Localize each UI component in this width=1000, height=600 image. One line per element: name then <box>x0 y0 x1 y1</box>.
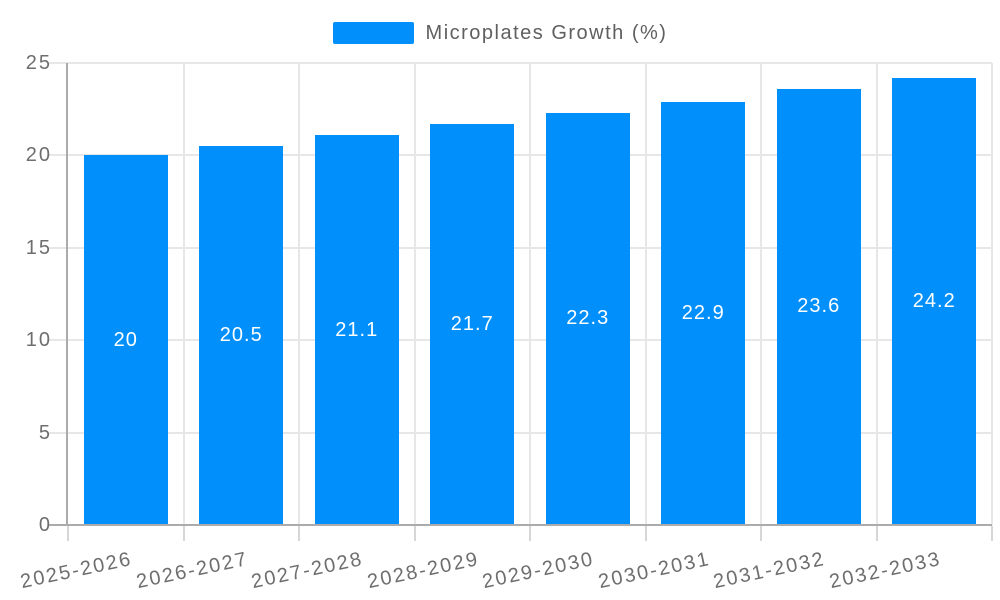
x-axis-tick <box>413 526 416 541</box>
gridline-vertical <box>182 63 185 525</box>
bar[interactable] <box>314 135 399 524</box>
gridline-vertical <box>298 63 300 525</box>
y-axis-tick-label: 15 <box>25 236 52 259</box>
y-axis-tick-label: 25 <box>25 52 52 74</box>
y-axis-tick-label: 0 <box>38 514 52 536</box>
gridline-vertical <box>760 63 762 525</box>
legend-swatch <box>332 22 414 44</box>
x-axis-tick <box>298 526 300 541</box>
gridline-horizontal <box>49 62 992 64</box>
bar[interactable] <box>83 155 168 524</box>
bar[interactable] <box>545 112 630 524</box>
x-axis-tick-label: 2032-2033 <box>827 548 943 594</box>
gridline-vertical <box>413 63 416 525</box>
x-axis-tick-label: 2028-2029 <box>365 548 481 594</box>
y-axis-tick-label: 20 <box>25 144 52 167</box>
x-axis-line <box>49 524 992 526</box>
x-axis-tick-label: 2029-2030 <box>480 548 597 594</box>
x-axis-tick-label: 2030-2031 <box>596 548 712 594</box>
y-axis-tick-label: 5 <box>38 421 52 444</box>
y-axis-tick-label: 10 <box>25 329 52 352</box>
bar[interactable] <box>430 123 515 524</box>
gridline-vertical <box>991 63 993 525</box>
gridline-vertical <box>875 63 878 525</box>
x-axis-tick-label: 2027-2028 <box>249 548 366 594</box>
bar[interactable] <box>199 146 284 524</box>
bar[interactable] <box>776 88 861 524</box>
x-axis-tick <box>644 526 647 541</box>
x-axis-tick <box>760 526 762 541</box>
legend-label: Microplates Growth (%) <box>425 21 668 44</box>
gridline-horizontal <box>49 339 992 342</box>
gridline-horizontal <box>49 154 992 157</box>
x-axis-tick <box>991 526 993 541</box>
bar[interactable] <box>661 101 746 524</box>
gridline-vertical <box>644 63 647 525</box>
gridline-horizontal <box>49 246 992 249</box>
x-axis-tick <box>182 526 185 541</box>
y-axis-line <box>66 63 68 526</box>
x-axis-tick <box>67 526 69 541</box>
x-axis-tick <box>529 526 531 541</box>
x-axis-tick-label: 2026-2027 <box>134 548 250 594</box>
gridline-horizontal <box>49 431 992 434</box>
legend[interactable]: Microplates Growth (%) <box>0 20 1000 46</box>
gridline-vertical <box>529 63 531 525</box>
x-axis-tick <box>875 526 878 541</box>
bar[interactable] <box>892 77 977 524</box>
x-axis-tick-label: 2031-2032 <box>711 548 828 594</box>
x-axis-tick-label: 2025-2026 <box>18 548 135 594</box>
